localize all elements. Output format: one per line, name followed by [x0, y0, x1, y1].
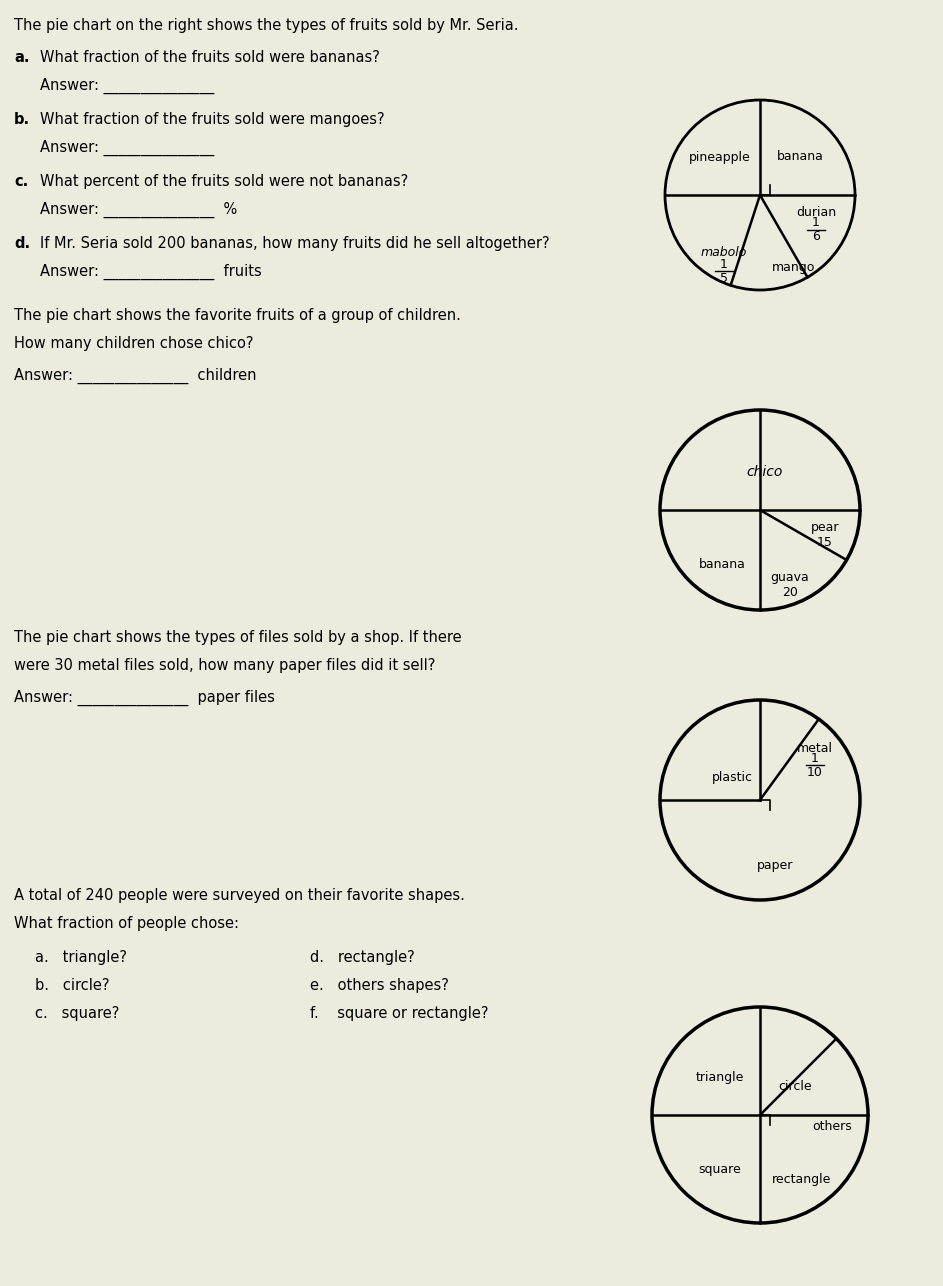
- Text: a.   triangle?: a. triangle?: [35, 950, 127, 964]
- Text: others: others: [812, 1120, 852, 1133]
- Text: a.: a.: [14, 50, 29, 66]
- Text: Answer: _______________: Answer: _______________: [40, 140, 214, 156]
- Text: banana: banana: [777, 150, 823, 163]
- Text: 1: 1: [720, 257, 728, 270]
- Text: What fraction of the fruits sold were mangoes?: What fraction of the fruits sold were ma…: [40, 112, 385, 127]
- Text: rectangle: rectangle: [772, 1174, 832, 1187]
- Text: circle: circle: [778, 1080, 812, 1093]
- Text: pear: pear: [811, 522, 839, 535]
- Text: mabolo: mabolo: [701, 247, 747, 260]
- Text: What fraction of people chose:: What fraction of people chose:: [14, 916, 239, 931]
- Text: The pie chart on the right shows the types of fruits sold by Mr. Seria.: The pie chart on the right shows the typ…: [14, 18, 519, 33]
- Text: Answer: _______________  %: Answer: _______________ %: [40, 202, 238, 219]
- Text: 15: 15: [817, 535, 833, 549]
- Text: What fraction of the fruits sold were bananas?: What fraction of the fruits sold were ba…: [40, 50, 380, 66]
- Text: c.   square?: c. square?: [35, 1006, 120, 1021]
- Text: durian: durian: [796, 207, 836, 220]
- Text: Answer: _______________  paper files: Answer: _______________ paper files: [14, 691, 274, 706]
- Text: square: square: [699, 1164, 741, 1177]
- Text: How many children chose chico?: How many children chose chico?: [14, 336, 254, 351]
- Text: pineapple: pineapple: [689, 150, 751, 163]
- Text: 20: 20: [782, 585, 798, 598]
- Text: 1: 1: [812, 216, 819, 229]
- Text: Answer: _______________  fruits: Answer: _______________ fruits: [40, 264, 262, 280]
- Text: were 30 metal files sold, how many paper files did it sell?: were 30 metal files sold, how many paper…: [14, 658, 436, 673]
- Text: f.    square or rectangle?: f. square or rectangle?: [310, 1006, 488, 1021]
- Text: plastic: plastic: [712, 772, 753, 784]
- Text: d.   rectangle?: d. rectangle?: [310, 950, 415, 964]
- Text: d.: d.: [14, 237, 30, 251]
- Text: 5: 5: [720, 271, 728, 284]
- Text: chico: chico: [747, 466, 784, 478]
- Text: b.   circle?: b. circle?: [35, 977, 109, 993]
- Text: What percent of the fruits sold were not bananas?: What percent of the fruits sold were not…: [40, 174, 408, 189]
- Text: 6: 6: [812, 230, 819, 243]
- Text: guava: guava: [770, 571, 809, 585]
- Text: The pie chart shows the types of files sold by a shop. If there: The pie chart shows the types of files s…: [14, 630, 462, 646]
- Text: mango: mango: [772, 261, 816, 274]
- Text: triangle: triangle: [696, 1070, 744, 1084]
- Text: banana: banana: [699, 558, 745, 571]
- Text: paper: paper: [757, 859, 793, 872]
- Text: A total of 240 people were surveyed on their favorite shapes.: A total of 240 people were surveyed on t…: [14, 889, 465, 903]
- Text: The pie chart shows the favorite fruits of a group of children.: The pie chart shows the favorite fruits …: [14, 309, 461, 323]
- Text: If Mr. Seria sold 200 bananas, how many fruits did he sell altogether?: If Mr. Seria sold 200 bananas, how many …: [40, 237, 550, 251]
- Text: e.   others shapes?: e. others shapes?: [310, 977, 449, 993]
- Text: b.: b.: [14, 112, 30, 127]
- Text: 10: 10: [807, 765, 823, 778]
- Text: metal: metal: [797, 742, 833, 755]
- Text: 1: 1: [811, 751, 819, 764]
- Text: c.: c.: [14, 174, 28, 189]
- Text: Answer: _______________  children: Answer: _______________ children: [14, 368, 256, 385]
- Text: Answer: _______________: Answer: _______________: [40, 78, 214, 94]
